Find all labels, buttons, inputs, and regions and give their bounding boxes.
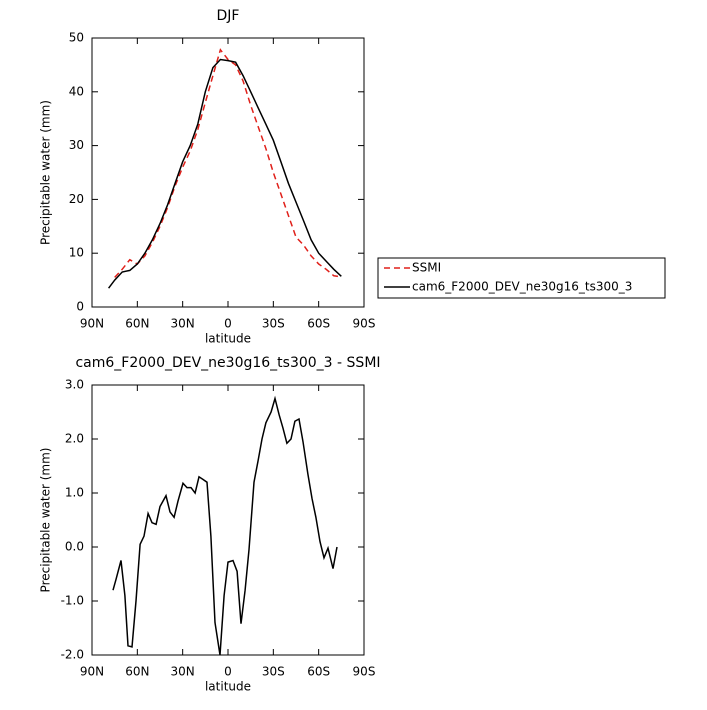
data-line xyxy=(112,395,338,656)
x-tick-label: 90N xyxy=(80,665,104,679)
x-tick-label: 0 xyxy=(224,317,232,331)
y-tick-label: 0 xyxy=(76,300,84,314)
x-axis-label: latitude xyxy=(205,332,251,346)
legend-label: cam6_F2000_DEV_ne30g16_ts300_3 xyxy=(412,280,632,294)
chart-title: cam6_F2000_DEV_ne30g16_ts300_3 - SSMI xyxy=(75,355,380,371)
y-tick-label: 3.0 xyxy=(65,378,84,392)
x-tick-label: 30N xyxy=(171,665,195,679)
y-tick-label: 2.0 xyxy=(65,432,84,446)
y-tick-label: 40 xyxy=(69,84,84,98)
x-tick-label: 30S xyxy=(262,317,285,331)
x-tick-label: 90S xyxy=(353,665,376,679)
y-tick-label: 1.0 xyxy=(65,486,84,500)
y-tick-label: -2.0 xyxy=(61,648,84,662)
y-axis-label: Precipitable water (mm) xyxy=(39,100,53,245)
x-tick-label: 60N xyxy=(125,665,149,679)
x-tick-label: 0 xyxy=(224,665,232,679)
x-axis-label: latitude xyxy=(205,680,251,694)
chart-title: DJF xyxy=(217,8,240,24)
x-tick-label: 90S xyxy=(353,317,376,331)
y-tick-label: 0.0 xyxy=(65,540,84,554)
plot-frame xyxy=(91,37,365,308)
y-tick-label: 50 xyxy=(69,31,84,45)
y-tick-label: 20 xyxy=(69,192,84,206)
y-tick-label: -1.0 xyxy=(61,594,84,608)
plot-frame xyxy=(91,384,365,656)
legend-box xyxy=(377,257,666,299)
x-tick-label: 60S xyxy=(307,317,330,331)
x-tick-label: 60S xyxy=(307,665,330,679)
legend-label: SSMI xyxy=(412,261,441,275)
y-tick-label: 30 xyxy=(69,138,84,152)
x-tick-label: 60N xyxy=(125,317,149,331)
data-line xyxy=(114,48,342,278)
x-tick-label: 30S xyxy=(262,665,285,679)
y-tick-label: 10 xyxy=(69,246,84,260)
y-axis-label: Precipitable water (mm) xyxy=(39,448,53,593)
x-tick-label: 90N xyxy=(80,317,104,331)
x-tick-label: 30N xyxy=(171,317,195,331)
data-line xyxy=(108,58,342,289)
